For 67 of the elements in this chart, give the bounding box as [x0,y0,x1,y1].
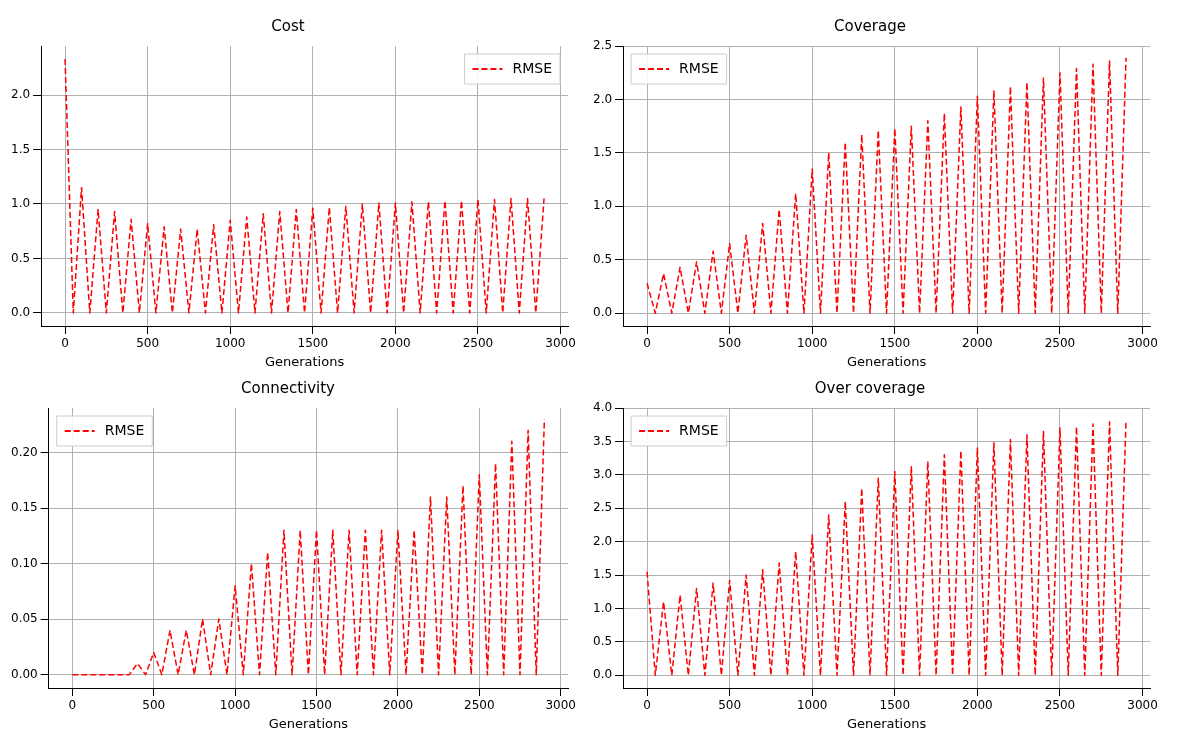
y-tick-label: 2.5 [592,38,613,53]
x-axis-title: Generations [264,353,345,369]
x-tick-label: 1500 [879,698,911,713]
x-axis-title: Generations [846,715,927,731]
y-tick-label: 0.20 [11,444,38,459]
x-tick-label: 1000 [219,698,251,713]
y-tick-label: 0.5 [592,251,613,266]
x-tick-label: 1500 [297,336,329,351]
legend-label: RMSE [512,59,553,76]
y-tick-label: 4.0 [592,400,613,415]
x-tick-label: 500 [718,336,742,351]
y-tick-label: 0.00 [11,666,38,681]
y-tick-label: 1.5 [592,145,613,159]
line-series [646,57,1127,314]
x-tick-label: 1500 [301,698,332,713]
x-tick-label: 3000 [545,698,576,713]
x-tick-label: 2000 [380,336,411,351]
x-tick-label: 2500 [462,336,494,351]
x-tick-label: 2000 [962,698,993,713]
x-tick-label: 500 [136,336,160,351]
chart-title: Connectivity [241,378,336,397]
x-tick-label: 2500 [1044,698,1076,713]
y-tick-label: 0.0 [10,305,31,320]
x-tick-label: 1500 [879,336,911,351]
x-tick-label: 3000 [1127,698,1158,713]
y-tick-label: 0.05 [11,611,38,626]
y-tick-label: 1.0 [10,196,31,211]
legend-label: RMSE [679,59,719,76]
y-tick-label: 1.5 [10,141,31,156]
x-tick-label: 1000 [214,336,246,351]
legend-label: RMSE [679,421,719,438]
x-tick-label: 2000 [382,698,414,713]
y-tick-label: 2.5 [592,500,613,515]
x-tick-label: 1000 [796,698,828,713]
y-tick-label: 0.15 [11,500,38,515]
y-tick-label: 3.0 [592,466,613,481]
x-tick-label: 3000 [1127,336,1158,351]
y-tick-label: 0.10 [11,555,38,570]
x-tick-label: 3000 [545,336,576,351]
y-tick-label: 1.5 [592,567,613,582]
y-tick-label: 2.0 [10,87,31,102]
x-tick-label: 1000 [796,336,828,351]
x-tick-label: 2500 [1044,336,1076,351]
y-tick-label: 0.0 [592,667,613,682]
x-tick-label: 0 [61,336,69,351]
x-tick-label: 2000 [962,336,993,351]
y-tick-label: 0.5 [10,250,31,265]
x-tick-label: 500 [718,698,742,713]
line-series [646,419,1127,677]
x-tick-label: 0 [68,698,77,713]
y-tick-label: 1.0 [592,600,613,615]
x-axis-title: Generations [846,353,927,369]
y-tick-label: 1.0 [592,198,613,213]
y-tick-label: 2.0 [592,533,613,548]
x-tick-label: 0 [643,336,651,351]
legend-label: RMSE [104,421,145,438]
x-tick-label: 2500 [464,698,495,713]
chart-title: Over coverage [814,378,926,397]
chart-title: Coverage [834,16,906,35]
y-tick-label: 3.5 [592,433,613,448]
y-tick-label: 0.0 [592,305,613,320]
y-tick-label: 2.0 [592,91,613,106]
y-tick-label: 0.5 [592,634,613,649]
x-axis-title: Generations [268,715,349,731]
chart-title: Cost [271,16,305,35]
x-tick-label: 0 [643,698,651,713]
x-tick-label: 500 [142,698,166,713]
